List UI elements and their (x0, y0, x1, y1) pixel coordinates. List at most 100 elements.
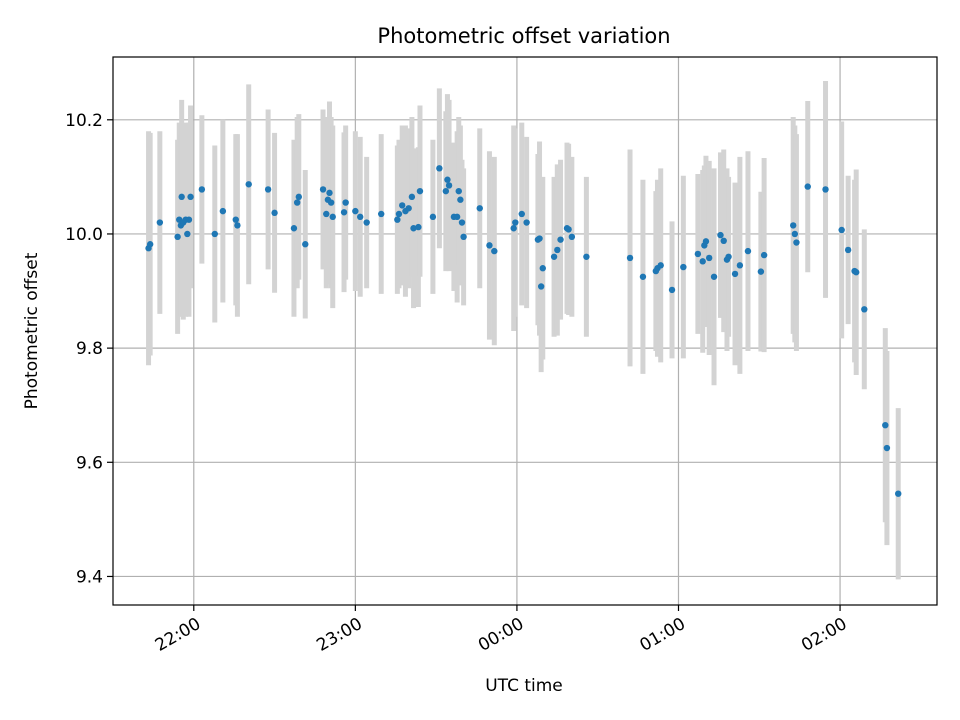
data-point-38 (399, 202, 406, 209)
data-point-46 (436, 165, 443, 172)
y-tick-label-4: 10.2 (65, 111, 103, 131)
data-point-47 (442, 187, 450, 195)
data-point-36 (394, 216, 401, 223)
data-point-61 (518, 210, 525, 218)
data-point-90 (725, 253, 732, 260)
data-point-29 (329, 213, 336, 221)
data-point-92 (736, 262, 744, 269)
data-point-62 (523, 219, 530, 226)
data-point-99 (804, 183, 811, 190)
data-point-72 (568, 233, 576, 241)
data-point-11 (187, 193, 194, 201)
data-point-54 (458, 219, 466, 226)
data-point-33 (357, 213, 364, 221)
data-point-74 (626, 254, 634, 262)
data-point-18 (264, 186, 272, 193)
data-point-6 (178, 193, 185, 201)
data-point-21 (293, 199, 301, 206)
data-point-106 (882, 421, 889, 429)
data-point-53 (457, 196, 464, 203)
data-point-35 (378, 210, 385, 218)
data-point-79 (668, 286, 676, 294)
data-point-24 (319, 186, 327, 193)
data-point-37 (395, 210, 403, 218)
data-point-40 (405, 205, 412, 212)
y-tick-label-0: 9.4 (76, 567, 103, 587)
data-point-84 (702, 238, 710, 245)
data-point-69 (557, 236, 564, 243)
data-point-71 (565, 226, 572, 233)
data-point-56 (476, 205, 483, 212)
data-point-13 (211, 230, 218, 238)
chart-title: Photometric offset variation (377, 24, 670, 48)
data-point-86 (710, 273, 718, 280)
data-point-97 (791, 230, 799, 238)
data-point-87 (717, 231, 724, 239)
data-point-91 (731, 270, 739, 278)
data-point-16 (234, 222, 241, 229)
data-point-107 (883, 444, 891, 452)
data-point-15 (232, 216, 239, 223)
y-tick-label-1: 9.6 (76, 453, 103, 473)
x-axis-label: UTC time (485, 676, 563, 696)
data-point-88 (720, 237, 727, 245)
data-point-66 (539, 265, 546, 272)
data-points (145, 165, 902, 497)
data-point-32 (352, 207, 359, 215)
data-point-100 (822, 186, 829, 193)
data-point-23 (302, 241, 309, 248)
y-axis-label: Photometric offset (22, 252, 42, 409)
data-point-3 (174, 233, 181, 241)
data-point-51 (453, 213, 461, 221)
data-point-49 (445, 182, 453, 189)
data-point-2 (156, 219, 164, 226)
plot-frame (112, 56, 938, 606)
data-point-95 (760, 251, 768, 259)
data-point-94 (757, 268, 765, 275)
y-tick-label-3: 10.0 (65, 225, 103, 245)
data-point-30 (340, 209, 348, 216)
data-point-44 (416, 187, 424, 195)
data-point-96 (790, 222, 797, 229)
data-point-19 (271, 209, 278, 217)
data-point-60 (512, 219, 519, 226)
data-point-68 (554, 246, 561, 254)
data-point-27 (326, 189, 333, 197)
data-point-58 (491, 247, 498, 255)
data-point-1 (146, 241, 154, 248)
data-point-28 (327, 199, 335, 206)
data-point-67 (550, 253, 558, 260)
data-point-102 (844, 246, 852, 254)
data-point-9 (184, 230, 191, 238)
data-point-75 (639, 273, 647, 280)
data-point-59 (510, 225, 517, 232)
data-point-52 (455, 187, 462, 195)
data-point-42 (410, 225, 417, 232)
data-point-22 (295, 193, 303, 201)
data-point-20 (290, 225, 298, 232)
data-point-108 (895, 490, 902, 497)
data-point-65 (537, 283, 545, 290)
data-point-48 (444, 176, 451, 183)
data-point-93 (744, 247, 752, 255)
data-point-25 (323, 210, 330, 218)
data-point-17 (245, 181, 252, 188)
data-point-80 (680, 263, 687, 271)
data-point-10 (185, 216, 193, 223)
data-point-78 (657, 262, 664, 269)
data-point-57 (486, 242, 493, 249)
data-point-98 (793, 239, 800, 246)
data-point-73 (583, 253, 590, 260)
data-point-12 (198, 186, 206, 193)
data-point-41 (408, 193, 416, 201)
y-tick-label-2: 9.8 (76, 339, 103, 359)
data-point-45 (429, 213, 437, 221)
data-point-105 (861, 306, 868, 313)
data-point-82 (699, 258, 706, 265)
data-point-85 (705, 254, 713, 262)
data-point-64 (536, 235, 543, 242)
data-point-104 (853, 269, 860, 276)
data-point-14 (219, 207, 227, 215)
